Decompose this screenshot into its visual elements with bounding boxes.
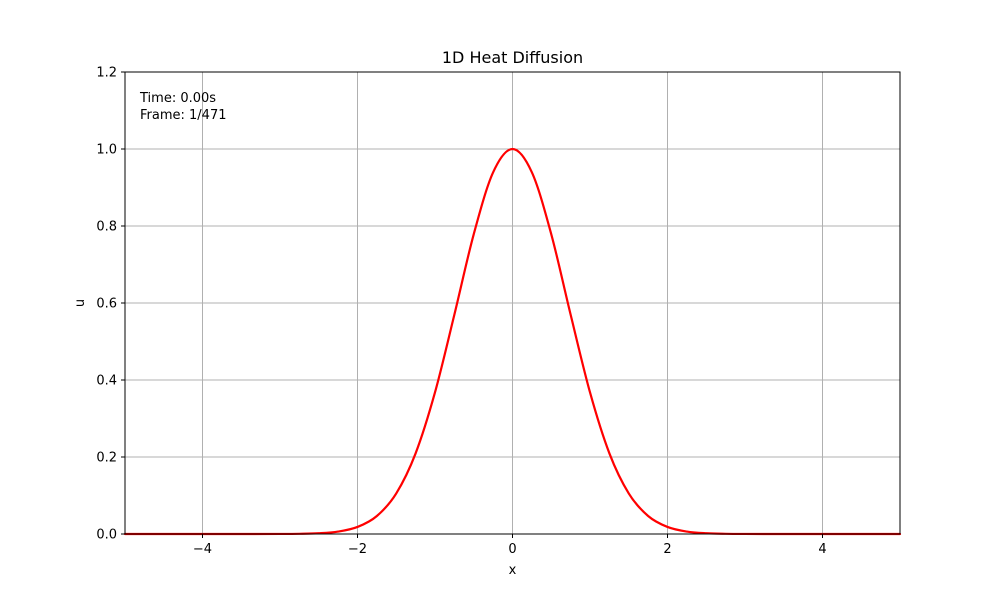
x-tick-label: −4 [193,542,212,557]
x-axis-label: x [509,563,517,578]
time-annotation: Time: 0.00s [139,91,216,106]
x-tick-label: −2 [348,542,367,557]
y-tick-label: 0.8 [96,220,117,235]
x-tick-label: 4 [818,542,826,557]
y-tick-label: 0.4 [96,374,117,389]
x-tick-label: 2 [663,542,671,557]
chart-title: 1D Heat Diffusion [442,48,583,67]
frame-annotation: Frame: 1/471 [140,108,226,123]
y-tick-label: 0.6 [96,297,117,312]
y-tick-label: 0.0 [96,528,117,543]
x-axis: −4 −2 0 2 4 [193,534,827,557]
y-tick-label: 1.2 [96,66,117,81]
y-tick-label: 0.2 [96,451,117,466]
y-axis-label: u [73,299,88,307]
x-tick-label: 0 [508,542,516,557]
y-axis: 0.0 0.2 0.4 0.6 0.8 1.0 1.2 [96,66,125,543]
y-tick-label: 1.0 [96,143,117,158]
